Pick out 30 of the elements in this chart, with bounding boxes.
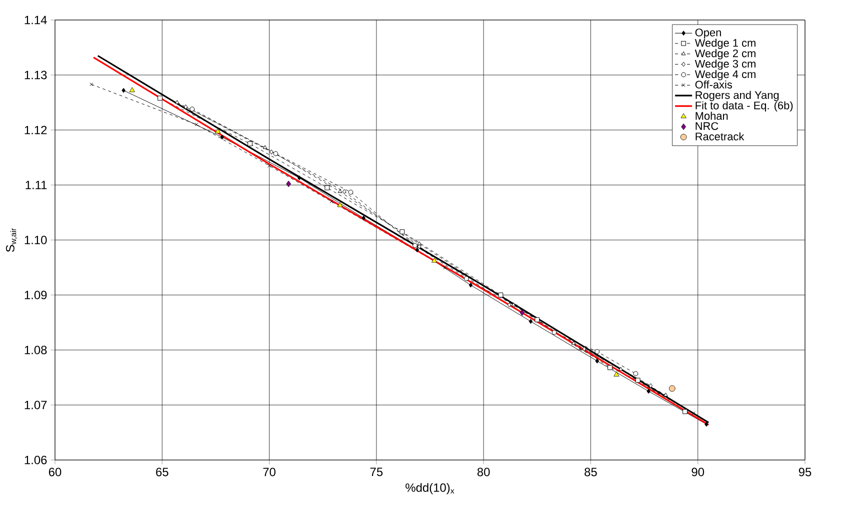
y-tick-label: 1.12 (24, 126, 47, 134)
legend-label: NRC (696, 122, 718, 130)
x-tick-label: 85 (584, 468, 597, 476)
legend-label: Open (695, 28, 721, 39)
x-tick-label: 65 (156, 468, 168, 476)
legend-label: Mohan (696, 112, 728, 120)
legend-label: Racetrack (696, 132, 744, 140)
x-tick-label: 75 (370, 468, 383, 476)
legend-label: Wedge 4 cm (694, 70, 756, 80)
legend-label: Rogers and Yang (696, 90, 779, 102)
legend-label: Wedge 3 cm (694, 60, 756, 70)
x-tick-label: 90 (692, 468, 704, 476)
y-tick-label: 1.07 (24, 400, 47, 410)
x-axis-title: %dd(10)$_{x}$ (406, 483, 454, 494)
y-tick-label: 1.09 (24, 290, 47, 300)
legend-label: Wedge 2 cm (694, 49, 756, 60)
y-tick-label: 1.06 (24, 456, 47, 464)
x-tick-label: 80 (477, 468, 490, 476)
legend-label: Fit to data - Eq. (6b) (696, 101, 793, 112)
y-tick-label: 1.11 (26, 180, 47, 190)
legend-label: Wedge 1 cm (694, 38, 756, 49)
y-axis-title: S$_{w,air}$ (6, 228, 18, 252)
y-tick-label: 1.13 (24, 70, 47, 80)
y-tick-label: 1.14 (24, 16, 47, 24)
x-tick-label: 70 (263, 468, 276, 476)
legend-label: Off-axis (695, 80, 732, 89)
x-tick-label: 60 (48, 468, 62, 476)
x-tick-label: 95 (798, 468, 812, 476)
y-tick-label: 1.08 (24, 346, 47, 354)
y-tick-label: 1.10 (24, 236, 47, 244)
